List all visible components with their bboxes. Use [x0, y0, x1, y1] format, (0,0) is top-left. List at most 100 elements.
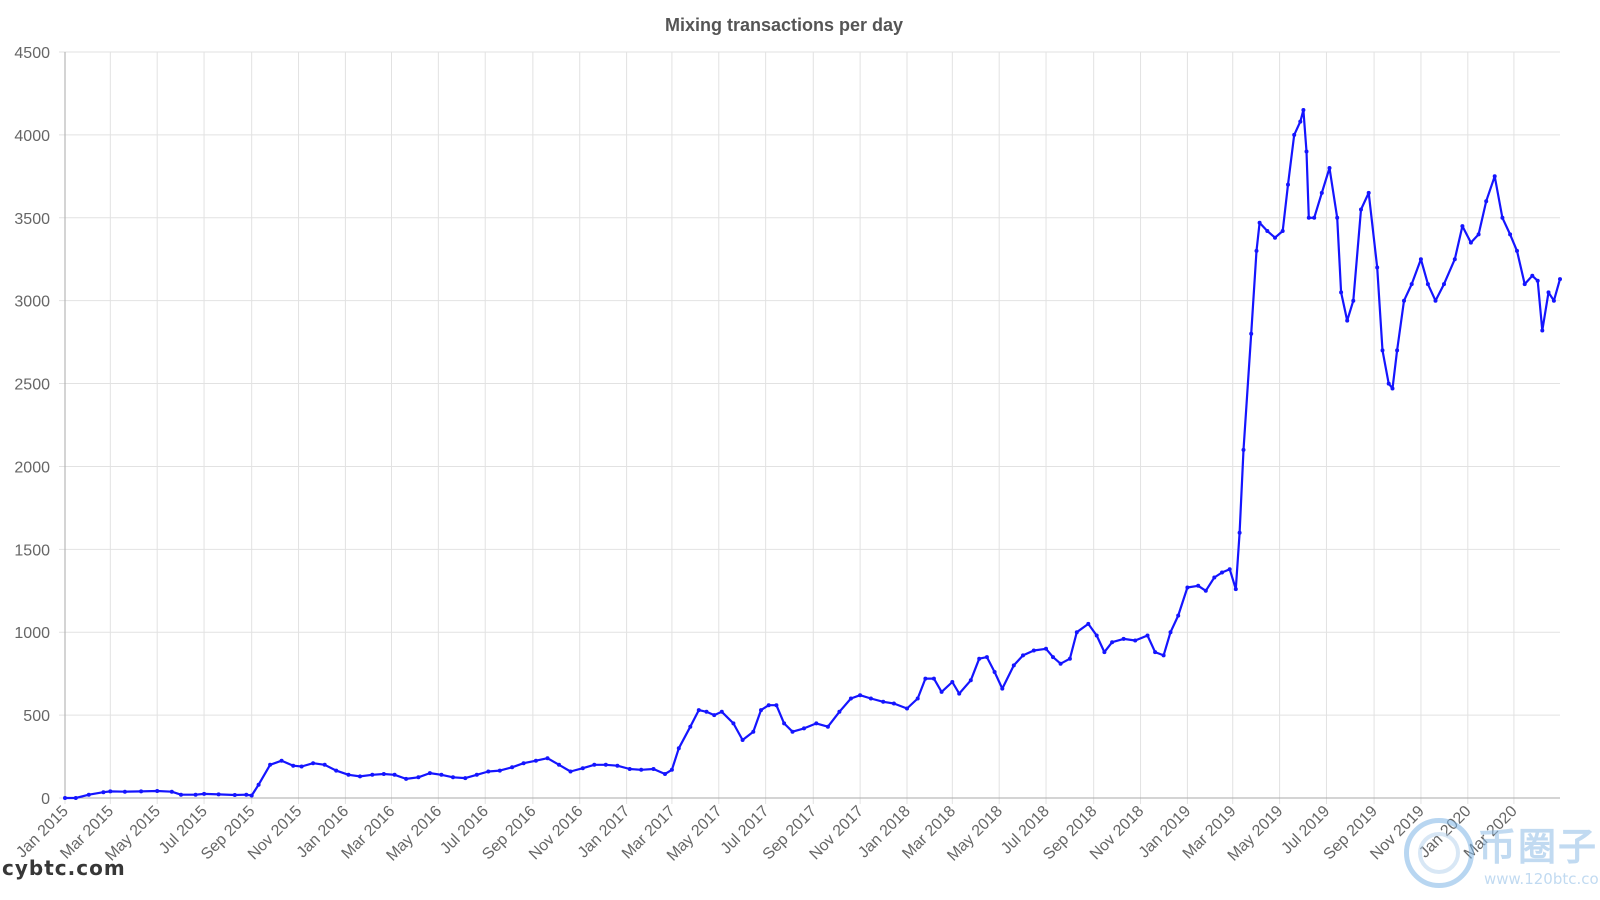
data-point: [1196, 583, 1201, 588]
data-point: [1304, 149, 1309, 154]
data-point: [1452, 257, 1457, 262]
data-point: [1153, 650, 1158, 655]
data-point: [984, 655, 989, 660]
data-point: [1319, 190, 1324, 195]
y-tick-label: 2500: [14, 377, 50, 394]
data-point: [891, 701, 896, 706]
data-point: [1351, 298, 1356, 303]
data-point: [63, 796, 67, 800]
y-tick-label: 3500: [14, 211, 50, 228]
data-point: [1058, 661, 1063, 666]
data-point: [1237, 530, 1242, 535]
data-point: [1366, 190, 1371, 195]
data-point: [676, 746, 681, 751]
data-point: [256, 782, 261, 787]
watermark-right: 币圈子 www.120btc.com: [1404, 812, 1600, 900]
data-point: [759, 708, 763, 713]
data-point: [1500, 215, 1505, 220]
data-point: [1249, 331, 1254, 336]
data-point: [139, 789, 144, 794]
data-point: [719, 709, 724, 714]
data-point: [1492, 174, 1497, 179]
data-point: [977, 656, 982, 661]
data-point: [1442, 282, 1446, 287]
data-point: [939, 689, 944, 694]
data-point: [1345, 318, 1350, 323]
data-point: [451, 775, 455, 780]
data-point: [1359, 207, 1363, 212]
y-tick-label: 0: [41, 791, 50, 808]
data-point: [1546, 290, 1551, 295]
watermark-logo-inner-icon: [1418, 832, 1460, 874]
data-point: [1185, 585, 1190, 590]
data-point: [392, 772, 397, 777]
data-point: [322, 762, 327, 767]
data-point: [639, 767, 644, 772]
y-tick-label: 4000: [14, 128, 50, 145]
data-point: [1110, 640, 1115, 645]
data-point: [381, 772, 386, 776]
data-point: [802, 726, 806, 731]
data-point: [1161, 653, 1166, 658]
data-point: [814, 721, 819, 726]
data-point: [1339, 290, 1344, 295]
data-point: [1409, 282, 1414, 287]
data-point: [1067, 656, 1072, 661]
data-point: [1286, 182, 1290, 187]
data-point: [510, 765, 515, 770]
data-point: [782, 721, 787, 726]
data-point: [311, 761, 316, 766]
data-point: [497, 768, 502, 773]
data-point: [669, 767, 674, 772]
data-point: [474, 772, 479, 777]
data-point: [651, 767, 656, 771]
data-point: [268, 762, 273, 767]
data-point: [1425, 282, 1430, 287]
data-point: [950, 680, 955, 684]
data-point: [1220, 570, 1224, 575]
series-line: [65, 108, 1562, 800]
data-point: [249, 793, 254, 798]
data-point: [1176, 613, 1181, 618]
data-point: [346, 772, 351, 777]
data-point: [1402, 298, 1406, 303]
data-point: [1335, 215, 1340, 220]
data-point: [1418, 257, 1423, 262]
data-point: [731, 721, 736, 726]
data-point: [232, 793, 237, 797]
data-point: [592, 762, 597, 767]
data-point: [1280, 229, 1285, 233]
data-point: [825, 724, 830, 729]
data-point: [740, 738, 745, 742]
axes: [64, 52, 1560, 799]
data-point: [766, 703, 771, 708]
data-point: [712, 713, 717, 718]
data-point: [1051, 655, 1055, 660]
data-point: [1380, 348, 1385, 353]
data-point: [1241, 447, 1246, 452]
data-point: [299, 764, 304, 769]
data-point: [1121, 636, 1126, 641]
data-point: [751, 729, 756, 734]
data-point: [868, 696, 873, 701]
data-point: [179, 792, 183, 797]
data-point: [1395, 348, 1400, 353]
data-point: [1000, 686, 1005, 691]
data-point: [86, 792, 91, 797]
data-point: [1074, 630, 1079, 635]
data-point: [439, 772, 444, 777]
data-point: [704, 709, 709, 714]
data-point: [615, 763, 620, 768]
data-point: [404, 776, 409, 781]
data-point: [427, 771, 432, 776]
data-point: [1086, 621, 1091, 626]
data-point: [568, 769, 573, 774]
data-point: [244, 792, 249, 797]
data-point: [1306, 215, 1311, 220]
data-point: [881, 699, 886, 704]
data-point: [1301, 108, 1306, 112]
data-point: [1535, 278, 1540, 283]
data-point: [1265, 229, 1270, 233]
data-point: [370, 772, 375, 777]
